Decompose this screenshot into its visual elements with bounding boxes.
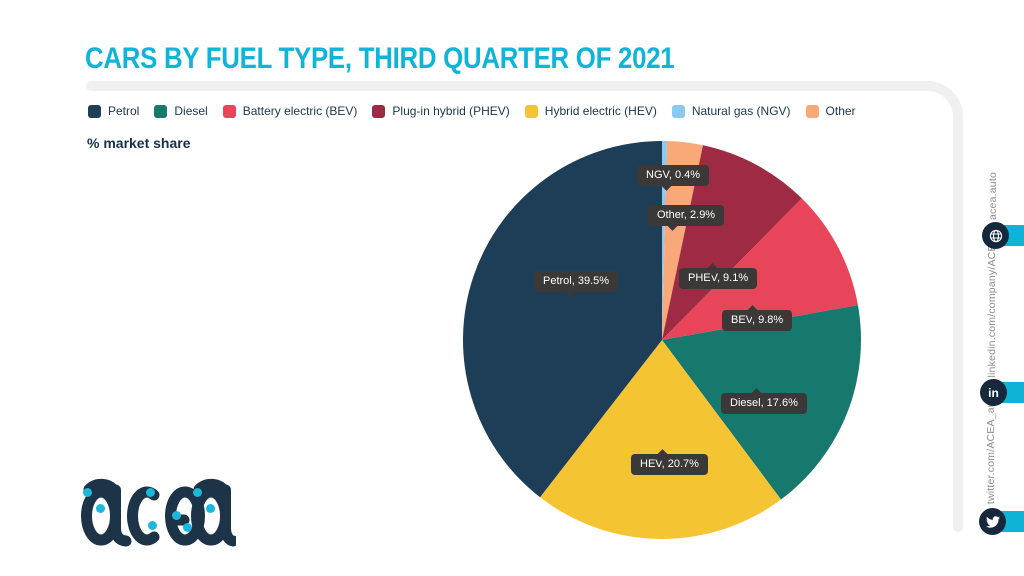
legend-label: Natural gas (NGV) — [691, 104, 791, 118]
page-title: CARS BY FUEL TYPE, THIRD QUARTER OF 2021 — [85, 42, 675, 75]
slice-label-text: NGV, 0.4% — [646, 169, 701, 181]
legend-item-ngv: Natural gas (NGV) — [671, 104, 791, 118]
legend-swatch-hev — [524, 104, 538, 118]
legend-label: Plug-in hybrid (PHEV) — [392, 104, 510, 118]
logo-dot — [148, 521, 157, 530]
slice-label-hev: HEV, 20.7% — [631, 449, 708, 475]
pie-slice-phev — [662, 145, 802, 340]
legend-label: Hybrid electric (HEV) — [544, 104, 657, 118]
logo-dot — [146, 488, 155, 497]
slice-label-text: PHEV, 9.1% — [688, 272, 749, 284]
legend-swatch-diesel — [154, 104, 168, 118]
slice-label-diesel: Diesel, 17.6% — [721, 388, 807, 414]
slice-label-bev: BEV, 9.8% — [722, 305, 793, 331]
pie-slice-other — [662, 141, 703, 340]
legend-label: Other — [825, 104, 856, 118]
legend-swatch-ngv — [671, 104, 685, 118]
legend-label: Diesel — [174, 104, 208, 118]
legend-item-diesel: Diesel — [154, 104, 208, 118]
legend-swatch-bev — [222, 104, 236, 118]
unit-label: % market share — [87, 135, 191, 151]
pie-slice-petrol — [462, 141, 662, 498]
logo-dot — [193, 488, 202, 497]
slice-label-petrol: Petrol, 39.5% — [534, 271, 619, 297]
logo-dot — [206, 504, 215, 513]
logo-dot — [83, 488, 92, 497]
acea-logo — [80, 476, 236, 548]
legend-item-hev: Hybrid electric (HEV) — [524, 104, 657, 118]
slice-label-text: Other, 2.9% — [657, 209, 716, 221]
linkedin-link[interactable]: linkedin.com/company/ACEA/ — [986, 234, 998, 378]
legend-item-phev: Plug-in hybrid (PHEV) — [372, 104, 510, 118]
twitter-icon[interactable] — [979, 508, 1006, 535]
logo-dot — [183, 523, 192, 532]
linkedin-glyph: in — [988, 385, 999, 400]
globe-icon[interactable] — [982, 222, 1009, 249]
logo-dot — [172, 511, 181, 520]
acea-wordmark — [81, 478, 236, 547]
legend-item-bev: Battery electric (BEV) — [222, 104, 358, 118]
twitter-link[interactable]: twitter.com/ACEA_auto — [985, 391, 997, 504]
legend-swatch-other — [805, 104, 819, 118]
pie-slice-bev — [662, 198, 858, 340]
slice-label-other: Other, 2.9% — [648, 205, 725, 231]
linkedin-icon[interactable]: in — [980, 379, 1007, 406]
slice-label-ngv: NGV, 0.4% — [637, 165, 710, 191]
legend-item-petrol: Petrol — [88, 104, 139, 118]
legend-label: Petrol — [108, 104, 140, 118]
chart-legend: Petrol Diesel Battery electric (BEV) Plu… — [88, 104, 856, 118]
slice-label-text: HEV, 20.7% — [640, 458, 699, 470]
pie-slice-hev — [540, 340, 781, 539]
slice-label-text: Petrol, 39.5% — [543, 275, 610, 287]
slice-label-text: Diesel, 17.6% — [730, 397, 798, 409]
slice-label-text: BEV, 9.8% — [731, 314, 784, 326]
legend-swatch-phev — [372, 104, 386, 118]
legend-swatch-petrol — [88, 104, 101, 118]
logo-dot — [96, 504, 105, 513]
legend-item-other: Other — [805, 104, 856, 118]
slice-label-phev: PHEV, 9.1% — [679, 263, 758, 289]
website-link[interactable]: acea.auto — [987, 172, 999, 220]
legend-label: Battery electric (BEV) — [242, 104, 358, 118]
